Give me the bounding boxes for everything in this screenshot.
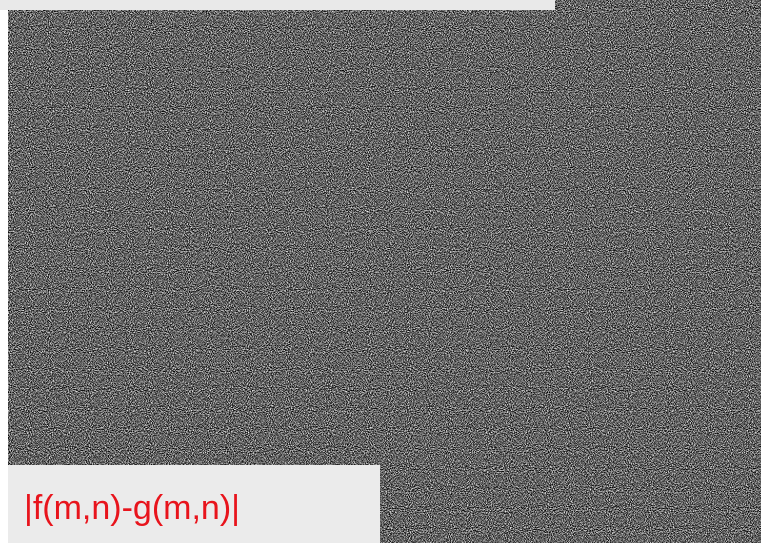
top-bar xyxy=(0,0,555,10)
formula-label: |f(m,n)-g(m,n)| xyxy=(24,489,240,527)
noise-image xyxy=(8,0,761,543)
screen: |f(m,n)-g(m,n)| xyxy=(0,0,761,543)
